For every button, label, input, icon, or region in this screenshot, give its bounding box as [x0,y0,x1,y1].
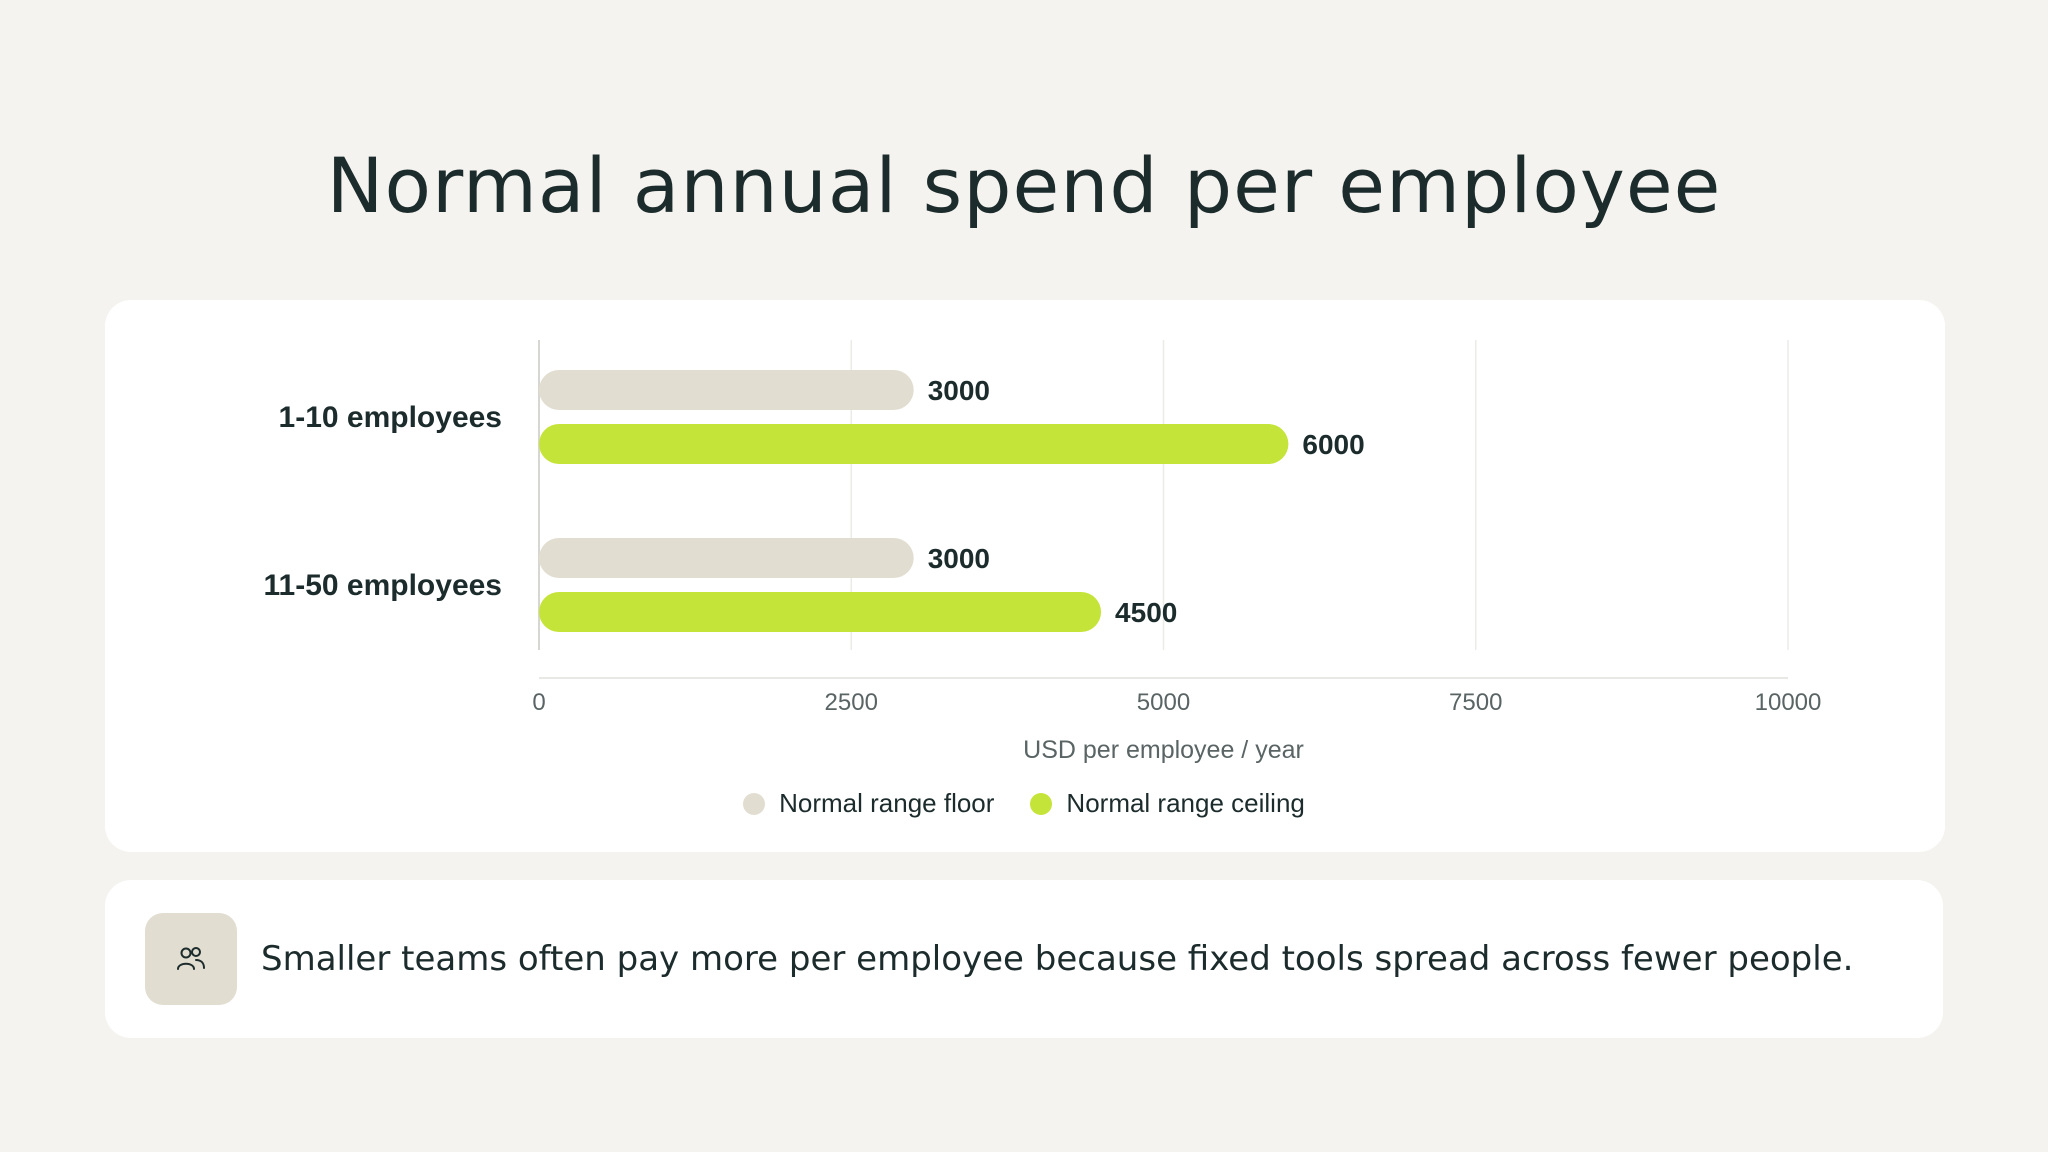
x-axis-title: USD per employee / year [1023,736,1304,764]
legend-label: Normal range floor [779,788,995,818]
legend-item: Normal range floor [743,788,994,819]
chart-legend: Normal range floor Normal range ceiling [0,788,2048,819]
x-tick-label: 0 [532,689,545,716]
legend-label: Normal range ceiling [1066,788,1305,818]
category-label: 1-10 employees [279,401,502,434]
legend-swatch [743,792,766,815]
insight-icon-box [145,913,237,1005]
people-icon [177,947,205,970]
chart-card [105,300,1945,852]
data-label: 3000 [928,375,990,406]
page-title: Normal annual spend per employee [326,141,1722,230]
legend-swatch [1030,792,1053,815]
category-label: 11-50 employees [264,569,503,602]
legend-item: Normal range ceiling [1030,788,1305,819]
x-tick-label: 5000 [1137,689,1190,716]
data-label: 3000 [928,543,990,574]
bar [539,538,914,578]
bar [539,592,1102,632]
insight-text: Smaller teams often pay more per employe… [261,939,1854,979]
insight-card: Smaller teams often pay more per employe… [105,880,1943,1038]
x-tick-label: 2500 [825,689,878,716]
data-label: 4500 [1115,597,1177,628]
bar [539,370,914,410]
data-label: 6000 [1302,429,1364,460]
bar [539,424,1289,464]
x-tick-label: 10000 [1755,689,1822,716]
x-tick-label: 7500 [1449,689,1502,716]
